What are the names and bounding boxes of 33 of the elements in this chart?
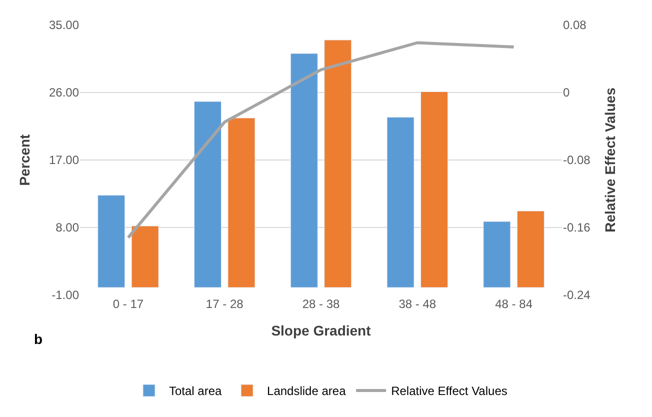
bar [386, 117, 414, 288]
y-tick-label: -1.00 [52, 288, 80, 302]
text: b [34, 331, 43, 347]
x-tick-label: 17 - 28 [206, 297, 244, 311]
y2-tick-label: 0 [563, 86, 570, 100]
bar [420, 92, 448, 288]
x-tick-label: 0 - 17 [112, 297, 144, 311]
y-tick-label: 8.00 [56, 220, 80, 235]
x-tick-label: 38 - 48 [398, 297, 436, 311]
bar [324, 40, 352, 288]
y-tick-label: 26.00 [48, 86, 80, 100]
line-series [126, 41, 516, 240]
y2-axis-title: Relative Effect Values [602, 87, 618, 232]
x-tick-label: 28 - 38 [302, 297, 340, 311]
y2-tick-label: -0.08 [563, 153, 591, 168]
y-tick-label: 17.00 [48, 153, 80, 168]
legend-label: Relative Effect Values [391, 384, 508, 398]
bar [131, 226, 159, 288]
x-axis-title: Slope Gradient [271, 322, 372, 338]
bar [290, 53, 318, 288]
y2-tick-label: -0.16 [563, 220, 591, 235]
bar [516, 210, 544, 288]
y-axis-title: Percent [16, 134, 33, 186]
legend-label: Total area [169, 384, 222, 398]
y2-tick-label: 0.08 [563, 18, 587, 32]
legend-label: Landslide area [267, 384, 346, 398]
bar [483, 221, 511, 288]
y-tick-label: 35.00 [48, 18, 80, 32]
bar [98, 195, 126, 288]
bar [194, 101, 222, 288]
x-tick-label: 48 - 84 [495, 297, 533, 311]
bar [228, 118, 256, 288]
y2-tick-label: -0.24 [563, 288, 591, 302]
